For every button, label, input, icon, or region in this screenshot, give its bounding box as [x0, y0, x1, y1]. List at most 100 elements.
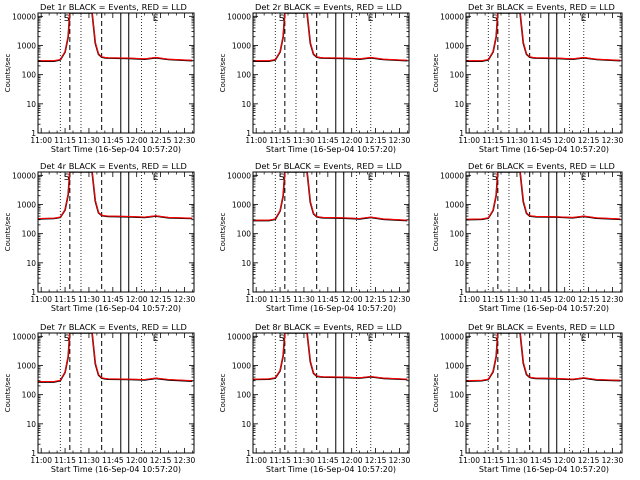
- x-tick-label: 12:00: [126, 456, 148, 465]
- y-tick-label: 10: [454, 420, 464, 429]
- end-marker-label: E: [368, 14, 374, 24]
- y-tick-label: 1: [246, 449, 251, 458]
- end-marker-label: E: [581, 14, 587, 24]
- y-tick-label: 10: [241, 420, 251, 429]
- x-tick-label: 11:45: [102, 456, 124, 465]
- x-tick-label: 12:15: [365, 136, 387, 145]
- x-tick-label: 11:00: [30, 136, 52, 145]
- end-marker-label: E: [153, 173, 159, 183]
- x-tick-label: 11:00: [458, 456, 480, 465]
- y-tick-label: 1000: [17, 41, 36, 50]
- y-tick-label: 100: [450, 230, 465, 239]
- y-tick-label: 10000: [440, 12, 464, 21]
- x-tick-label: 12:00: [554, 456, 576, 465]
- events-series-line: [253, 13, 408, 63]
- end-marker-label: E: [153, 14, 159, 24]
- panel-7: Det 7r BLACK = Events, RED = LLD S E 1 10 100…: [4, 322, 195, 474]
- plot-frame: [465, 12, 623, 134]
- panel-4: Det 4r BLACK = Events, RED = LLD S E 1 10 100…: [4, 161, 195, 313]
- x-axis-label: Start Time (16-Sep-04 10:57:20): [479, 145, 609, 154]
- panel-5: Det 5r BLACK = Events, RED = LLD S E 1 10 100…: [219, 161, 410, 313]
- y-tick-label: 10: [454, 100, 464, 109]
- panel-3: Det 3r BLACK = Events, RED = LLD S E 1 10 100…: [432, 2, 623, 154]
- x-tick-label: 11:30: [506, 456, 528, 465]
- end-marker-label: E: [581, 173, 587, 183]
- x-tick-label: 12:15: [578, 295, 600, 304]
- start-marker-label: S: [64, 334, 70, 344]
- y-tick-label: 10: [26, 420, 36, 429]
- events-series-line: [253, 333, 408, 381]
- end-marker-label: E: [581, 334, 587, 344]
- x-tick-label: 12:00: [126, 295, 148, 304]
- events-series-line: [38, 333, 193, 383]
- x-tick-label: 12:00: [341, 295, 363, 304]
- end-marker-label: E: [368, 334, 374, 344]
- x-tick-label: 11:30: [78, 295, 100, 304]
- x-tick-label: 12:30: [389, 136, 411, 145]
- y-tick-label: 10000: [12, 332, 36, 341]
- y-axis-label: Counts/sec: [219, 374, 227, 413]
- y-tick-label: 1000: [17, 200, 36, 209]
- y-tick-label: 100: [237, 230, 252, 239]
- chart-title: Det 3r BLACK = Events, RED = LLD: [468, 2, 615, 12]
- chart-title: Det 4r BLACK = Events, RED = LLD: [40, 161, 187, 171]
- y-tick-label: 10: [241, 259, 251, 268]
- y-axis-label: Counts/sec: [4, 54, 12, 93]
- x-axis-label: Start Time (16-Sep-04 10:57:20): [479, 465, 609, 474]
- x-tick-label: 12:00: [126, 136, 148, 145]
- events-series-line: [38, 172, 193, 220]
- lld-series-line: [253, 13, 408, 62]
- panel-9: Det 9r BLACK = Events, RED = LLD S E 1 10 100…: [432, 322, 623, 474]
- end-marker-label: E: [153, 334, 159, 344]
- events-series-line: [466, 13, 621, 63]
- x-tick-label: 11:15: [269, 456, 291, 465]
- y-tick-label: 1: [459, 129, 464, 138]
- start-marker-label: S: [492, 334, 498, 344]
- x-tick-label: 12:30: [174, 295, 196, 304]
- y-tick-label: 10000: [440, 171, 464, 180]
- y-tick-label: 10: [454, 259, 464, 268]
- end-marker-label: E: [368, 173, 374, 183]
- plot-frame: [37, 171, 195, 293]
- events-series-line: [253, 172, 408, 222]
- x-tick-label: 11:45: [530, 456, 552, 465]
- y-tick-label: 1: [459, 449, 464, 458]
- x-tick-label: 11:15: [482, 295, 504, 304]
- y-tick-label: 10000: [227, 332, 251, 341]
- start-marker-label: S: [492, 14, 498, 24]
- x-tick-label: 11:30: [78, 456, 100, 465]
- chart-title: Det 7r BLACK = Events, RED = LLD: [40, 322, 187, 332]
- chart-title: Det 9r BLACK = Events, RED = LLD: [468, 322, 615, 332]
- x-axis-label: Start Time (16-Sep-04 10:57:20): [266, 304, 396, 313]
- x-tick-label: 11:30: [78, 136, 100, 145]
- x-tick-label: 12:15: [578, 136, 600, 145]
- x-tick-label: 12:30: [389, 456, 411, 465]
- plot-frame: [37, 332, 195, 454]
- x-axis-label: Start Time (16-Sep-04 10:57:20): [51, 465, 181, 474]
- y-axis-label: Counts/sec: [432, 213, 440, 252]
- x-tick-label: 12:30: [389, 295, 411, 304]
- x-tick-label: 11:30: [293, 295, 315, 304]
- y-tick-label: 1: [459, 288, 464, 297]
- x-tick-label: 11:15: [482, 136, 504, 145]
- events-series-line: [466, 172, 621, 221]
- chart-title: Det 8r BLACK = Events, RED = LLD: [255, 322, 402, 332]
- x-tick-label: 11:30: [506, 295, 528, 304]
- start-marker-label: S: [492, 173, 498, 183]
- x-tick-label: 11:45: [530, 295, 552, 304]
- y-tick-label: 1000: [232, 361, 251, 370]
- y-tick-label: 100: [22, 71, 37, 80]
- x-tick-label: 12:00: [341, 456, 363, 465]
- x-tick-label: 12:15: [150, 136, 172, 145]
- y-tick-label: 100: [450, 391, 465, 400]
- plot-frame: [465, 171, 623, 293]
- y-tick-label: 100: [237, 391, 252, 400]
- x-tick-label: 11:15: [54, 295, 76, 304]
- y-tick-label: 1000: [232, 200, 251, 209]
- lld-series-line: [38, 172, 193, 220]
- x-tick-label: 12:15: [578, 456, 600, 465]
- y-tick-label: 10: [26, 100, 36, 109]
- x-tick-label: 11:15: [482, 456, 504, 465]
